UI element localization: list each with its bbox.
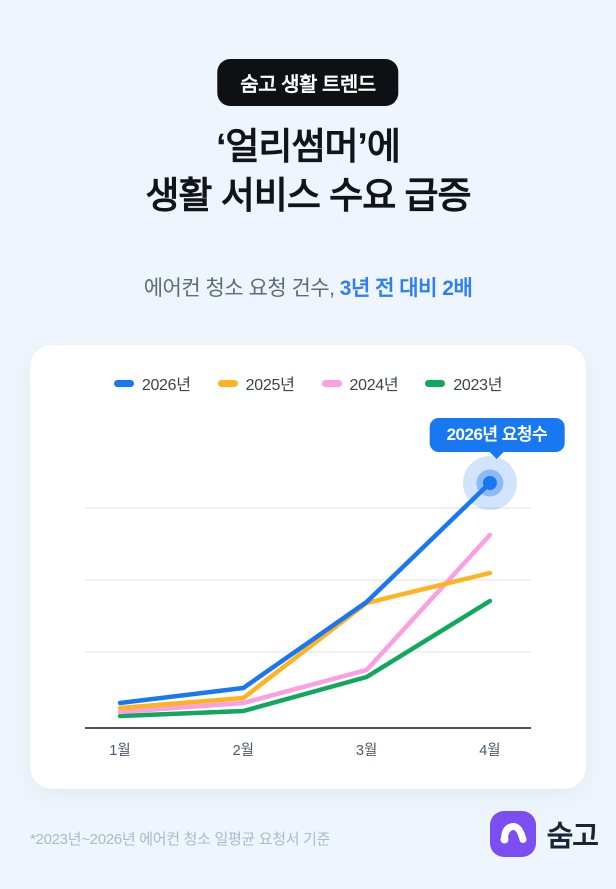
series-line-2024년 [117,532,493,715]
legend-marker-2025 [217,379,238,387]
legend-label-2026: 2026년 [141,377,191,394]
legend-item-2024: 2024년 [321,371,399,395]
legend-item-2025: 2025년 [217,371,295,395]
x-tick-label-2월: 2월 [233,742,254,759]
chart-legend: 2026년 2025년 2024년 2023년 [30,371,586,395]
page-subtitle: 에어컨 청소 요청 건수, 3년 전 대비 2배 [0,272,616,302]
soomgo-glyph-icon [500,823,527,844]
soomgo-logo-text: 숨고 [546,821,599,853]
x-tick-label-3월: 3월 [356,742,377,759]
legend-marker-2023 [425,379,446,387]
legend-label-2024: 2024년 [349,377,399,394]
legend-label-2025: 2025년 [245,377,295,394]
series-line-2023년 [117,598,493,719]
legend-marker-2024 [321,379,342,387]
x-tick-label-1월: 1월 [109,742,130,759]
series-line-2026년 [117,480,493,706]
subtitle-plain-text: 에어컨 청소 요청 건수, [143,277,340,300]
x-tick-label-4월: 4월 [479,742,500,759]
legend-item-2023: 2023년 [425,371,502,395]
line-chart: 1월 2월 3월 4월 [85,456,531,759]
page-title-line2: 생활 서비스 수요 급증 [145,175,471,216]
legend-item-2026: 2026년 [113,371,191,395]
trend-badge: 숨고 생활 트렌드 [217,59,399,106]
soomgo-logo-icon [489,811,536,857]
subtitle-highlight-text: 3년 전 대비 2배 [339,277,473,300]
series-line-2025년 [117,570,493,711]
soomgo-logo: 숨고 [489,811,599,857]
page-title-line1: ‘얼리썸머’에 [216,126,401,167]
legend-label-2023: 2023년 [453,377,503,394]
footnote: *2023년~2026년 에어컨 청소 일평균 요청서 기준 [30,831,331,848]
legend-marker-2026 [113,379,134,387]
page-title: ‘얼리썸머’에 생활 서비스 수요 급증 [0,122,616,220]
highlight-dot [482,476,497,490]
chart-card: 1월 2월 3월 4월 2026년 2025년 2024년 2023년 2026년 요… [30,345,586,789]
chart-tooltip: 2026년 요청수 [429,418,565,452]
